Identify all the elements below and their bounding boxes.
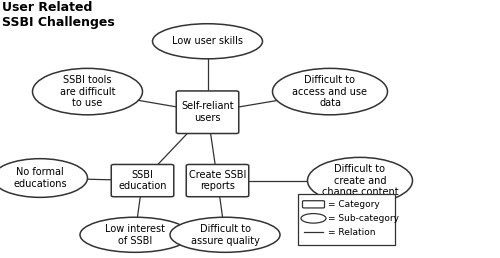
Text: = Relation: = Relation: [328, 228, 376, 237]
Text: No formal
educations: No formal educations: [13, 167, 67, 189]
Ellipse shape: [308, 157, 412, 204]
Text: User Related
SSBI Challenges: User Related SSBI Challenges: [2, 1, 115, 29]
Ellipse shape: [272, 68, 388, 115]
Text: SSBI
education: SSBI education: [118, 170, 167, 191]
Ellipse shape: [32, 68, 142, 115]
Ellipse shape: [0, 159, 88, 197]
Text: Self-reliant
users: Self-reliant users: [181, 101, 234, 123]
Ellipse shape: [80, 217, 190, 252]
FancyBboxPatch shape: [111, 165, 174, 197]
Text: = Sub-category: = Sub-category: [328, 214, 399, 223]
Ellipse shape: [170, 217, 280, 252]
Text: Difficult to
create and
change content: Difficult to create and change content: [322, 164, 398, 197]
FancyBboxPatch shape: [176, 91, 239, 134]
Text: Low interest
of SSBI: Low interest of SSBI: [105, 224, 165, 246]
FancyBboxPatch shape: [302, 201, 324, 208]
Text: Difficult to
access and use
data: Difficult to access and use data: [292, 75, 368, 108]
Text: = Category: = Category: [328, 200, 380, 209]
Text: Create SSBI
reports: Create SSBI reports: [189, 170, 246, 191]
Ellipse shape: [301, 214, 326, 223]
Text: SSBI tools
are difficult
to use: SSBI tools are difficult to use: [60, 75, 115, 108]
FancyBboxPatch shape: [186, 165, 249, 197]
Text: Difficult to
assure quality: Difficult to assure quality: [190, 224, 260, 246]
Ellipse shape: [152, 24, 262, 59]
FancyBboxPatch shape: [298, 194, 395, 245]
Text: Low user skills: Low user skills: [172, 36, 243, 46]
